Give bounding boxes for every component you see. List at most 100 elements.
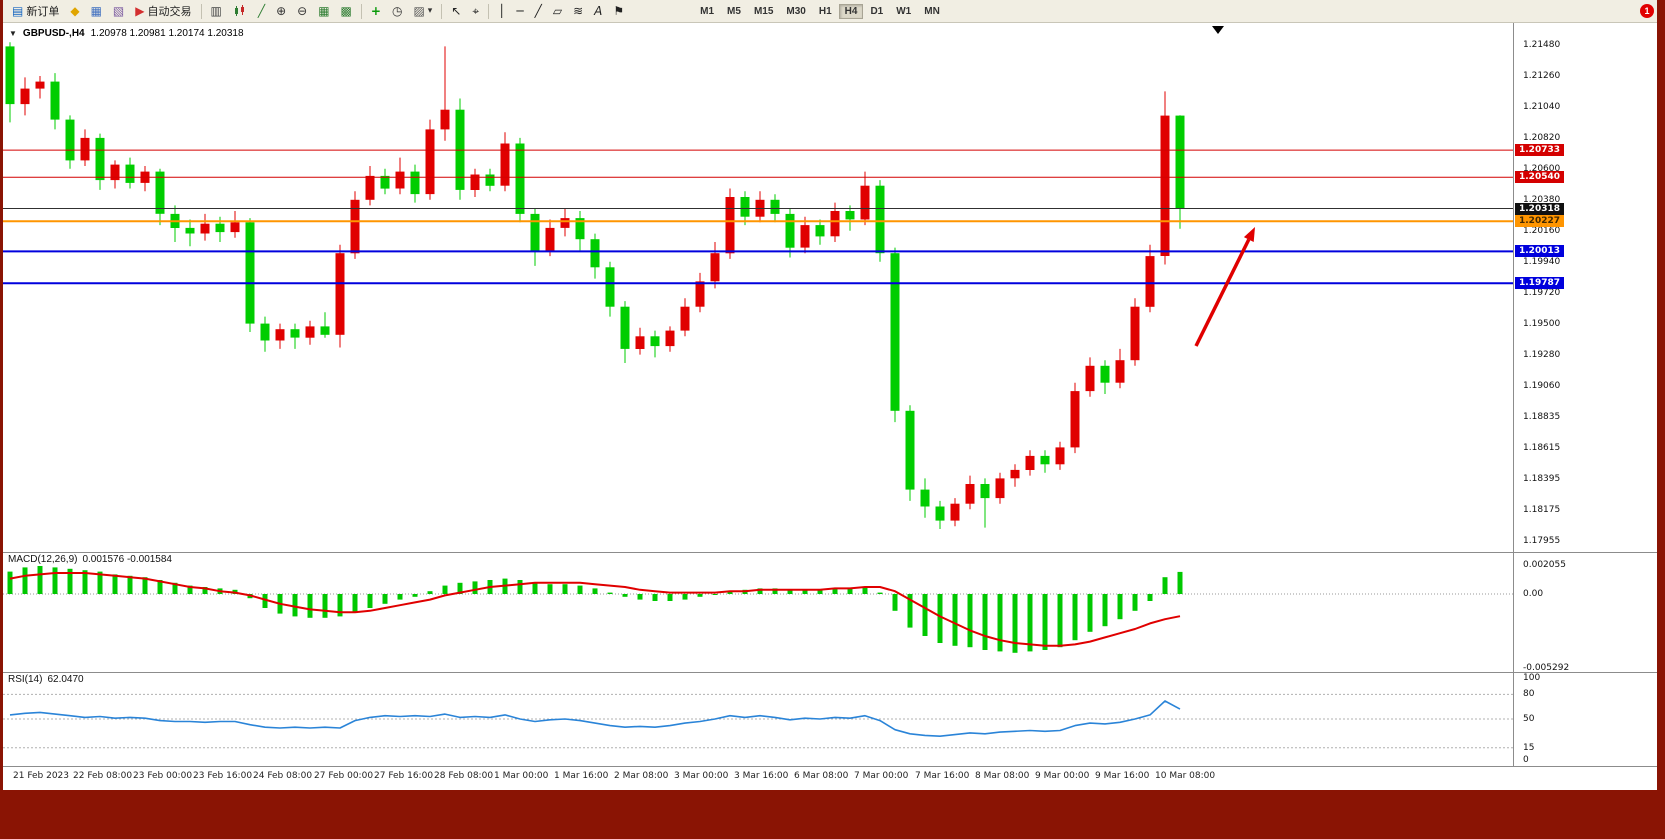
macd-histogram-bar: [637, 594, 643, 600]
macd-signal-line: [9, 572, 1181, 647]
fibonacci-tool-button[interactable]: ≋: [568, 2, 588, 21]
horizontal-line-tool-button[interactable]: ─: [511, 2, 528, 21]
price-shift-marker[interactable]: [1212, 26, 1224, 34]
panel-separator[interactable]: [3, 672, 1657, 673]
price-tag-1.20227: 1.20227: [1515, 215, 1564, 227]
timeframe-m1-button[interactable]: M1: [700, 5, 715, 17]
toolbar-separator: [441, 3, 443, 19]
market-watch-button[interactable]: ▦: [86, 2, 107, 21]
candle-body: [920, 489, 930, 507]
candle-body: [320, 326, 330, 335]
candle-body: [500, 143, 510, 186]
rsi-chart[interactable]: [3, 672, 1513, 766]
timeframe-m5-button[interactable]: M5: [727, 5, 741, 17]
candle-body: [65, 119, 75, 161]
macd-histogram-bar: [22, 567, 28, 594]
cascade-windows-button[interactable]: ▩: [336, 2, 357, 21]
profiles-button[interactable]: ◆: [65, 2, 84, 21]
macd-histogram-bar: [952, 594, 958, 646]
timeframe-m30-button[interactable]: M30: [786, 5, 806, 17]
rsi-indicator-panel[interactable]: RSI(14) 62.0470: [3, 672, 1513, 766]
candlestick-chart[interactable]: [3, 23, 1513, 552]
candle-body: [215, 223, 225, 233]
toolbar-separator: [488, 3, 490, 19]
candlestick-icon: [234, 5, 244, 16]
macd-histogram-bar: [7, 571, 13, 594]
macd-histogram-bar: [1147, 594, 1153, 601]
crosshair-tool-button[interactable]: ⌖: [467, 2, 484, 21]
bar-chart-button[interactable]: ▥: [206, 2, 227, 21]
timeframe-m15-button[interactable]: M15: [753, 5, 774, 17]
macd-axis-tick: 0.002055: [1523, 560, 1566, 570]
time-axis-label: 28 Feb 08:00: [434, 771, 494, 781]
timeframe-w1-button[interactable]: W1: [896, 5, 912, 17]
cursor-icon: ↖: [451, 4, 462, 18]
zoom-in-button[interactable]: ⊕: [271, 2, 291, 21]
new-order-button[interactable]: ▤ 新订单: [7, 2, 64, 21]
cursor-tool-button[interactable]: ↖: [446, 2, 466, 21]
toolbar-separator: [360, 3, 362, 19]
chart-collapse-button[interactable]: ▼: [9, 29, 17, 38]
price-axis[interactable]: 1.20733 1.20540 1.20318 1.20227 1.20013 1.197…: [1513, 23, 1657, 766]
tile-windows-button[interactable]: ▦: [313, 2, 334, 21]
auto-trading-label: 自动交易: [147, 6, 192, 18]
label-tool-button[interactable]: ⚑: [608, 2, 629, 21]
price-axis-tick: 1.18835: [1523, 412, 1561, 422]
notification-badge[interactable]: 1: [1640, 4, 1654, 18]
channel-tool-button[interactable]: ▱: [548, 2, 567, 21]
time-axis[interactable]: 21 Feb 2023 22 Feb 08:00 23 Feb 00:00 23 Fe…: [3, 766, 1657, 790]
candle-body: [770, 199, 780, 214]
macd-histogram-bar: [1072, 594, 1078, 641]
candle-body: [995, 478, 1005, 499]
macd-label: MACD(12,26,9) 0.001576 -0.001584: [8, 554, 172, 565]
candle-body: [1115, 360, 1125, 383]
timeframe-h4-button[interactable]: H4: [838, 3, 864, 19]
macd-histogram-bar: [1102, 594, 1108, 627]
macd-histogram-bar: [1177, 571, 1183, 594]
macd-histogram-bar: [772, 588, 778, 594]
timeframe-d1-button[interactable]: D1: [870, 5, 884, 17]
candle-body: [125, 164, 135, 183]
rsi-axis-tick: 100: [1523, 673, 1541, 683]
main-chart-panel[interactable]: ▼ GBPUSD-,H4 1.20978 1.20981 1.20174 1.2…: [3, 23, 1513, 552]
macd-axis-tick: 0.00: [1523, 589, 1544, 599]
auto-trading-icon: ▶: [135, 4, 145, 18]
macd-histogram-bar: [1117, 594, 1123, 620]
candlestick-chart-button[interactable]: [228, 2, 252, 21]
macd-indicator-panel[interactable]: MACD(12,26,9) 0.001576 -0.001584: [3, 552, 1513, 672]
panel-separator[interactable]: [3, 552, 1657, 553]
candle-body: [515, 143, 525, 214]
macd-histogram-bar: [1132, 594, 1138, 611]
price-tag-1.20318: 1.20318: [1515, 203, 1564, 215]
candle-body: [350, 199, 360, 254]
vertical-line-tool-button[interactable]: │: [493, 2, 510, 21]
candle-body: [620, 306, 630, 349]
chart-window[interactable]: ▼ GBPUSD-,H4 1.20978 1.20981 1.20174 1.2…: [3, 23, 1657, 790]
line-chart-button[interactable]: ╱: [253, 2, 270, 21]
periods-button[interactable]: ◷: [387, 2, 407, 21]
templates-button[interactable]: ▨ ▾: [408, 2, 437, 21]
timeframe-h1-button[interactable]: H1: [818, 5, 832, 17]
indicators-button[interactable]: +: [366, 2, 386, 21]
price-axis-tick: 1.19940: [1523, 257, 1561, 267]
macd-histogram-bar: [157, 580, 163, 594]
zoom-out-button[interactable]: ⊖: [292, 2, 312, 21]
macd-chart[interactable]: [3, 552, 1513, 672]
text-tool-button[interactable]: A: [589, 2, 607, 21]
candle-body: [260, 323, 270, 341]
candle-body: [545, 227, 555, 252]
timeframe-mn-button[interactable]: MN: [924, 5, 940, 17]
navigator-button[interactable]: ▧: [108, 2, 129, 21]
templates-icon: ▨: [413, 4, 425, 18]
fibonacci-icon: ≋: [573, 4, 584, 18]
arrow-annotation-head[interactable]: [1243, 227, 1255, 242]
arrow-annotation-shaft[interactable]: [1194, 238, 1251, 347]
candle-body: [365, 175, 375, 200]
new-order-label: 新订单: [26, 6, 60, 18]
tile-windows-icon: ▦: [318, 4, 330, 18]
trendline-tool-button[interactable]: ╱: [530, 2, 547, 21]
candle-body: [305, 326, 315, 338]
auto-trading-button[interactable]: ▶ 自动交易: [130, 2, 196, 21]
candle-body: [5, 46, 15, 105]
macd-histogram-bar: [967, 594, 973, 648]
